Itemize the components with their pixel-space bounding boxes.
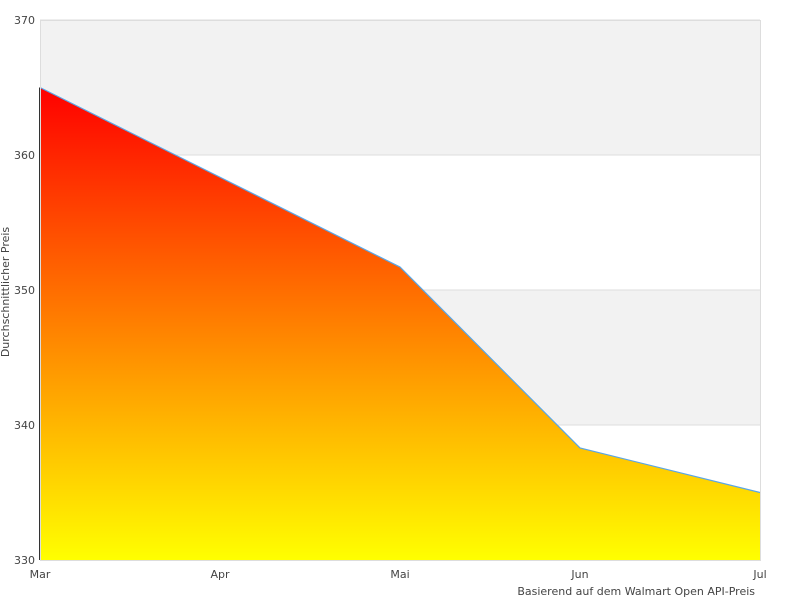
- footnote: Basierend auf dem Walmart Open API-Preis: [517, 585, 755, 598]
- y-tick-label: 350: [14, 284, 35, 297]
- area-series: [40, 87, 760, 560]
- x-tick-label: Apr: [210, 568, 230, 581]
- x-tick-label: Mai: [390, 568, 409, 581]
- x-tick-label: Mar: [30, 568, 51, 581]
- plot-frame: [40, 20, 761, 561]
- x-axis-ticks: Mar Apr Mai Jun Jul: [30, 568, 767, 581]
- grid-band: [40, 20, 760, 155]
- x-tick-label: Jun: [570, 568, 588, 581]
- y-axis-label: Durchschnittlicher Preis: [0, 227, 12, 358]
- y-axis-ticks: 330 340 350 360 370: [14, 14, 35, 567]
- y-tick-label: 340: [14, 419, 35, 432]
- series-line: [39, 86, 761, 494]
- y-tick-label: 360: [14, 149, 35, 162]
- y-tick-label: 370: [14, 14, 35, 27]
- y-tick-label: 330: [14, 554, 35, 567]
- x-tick-label: Jul: [752, 568, 766, 581]
